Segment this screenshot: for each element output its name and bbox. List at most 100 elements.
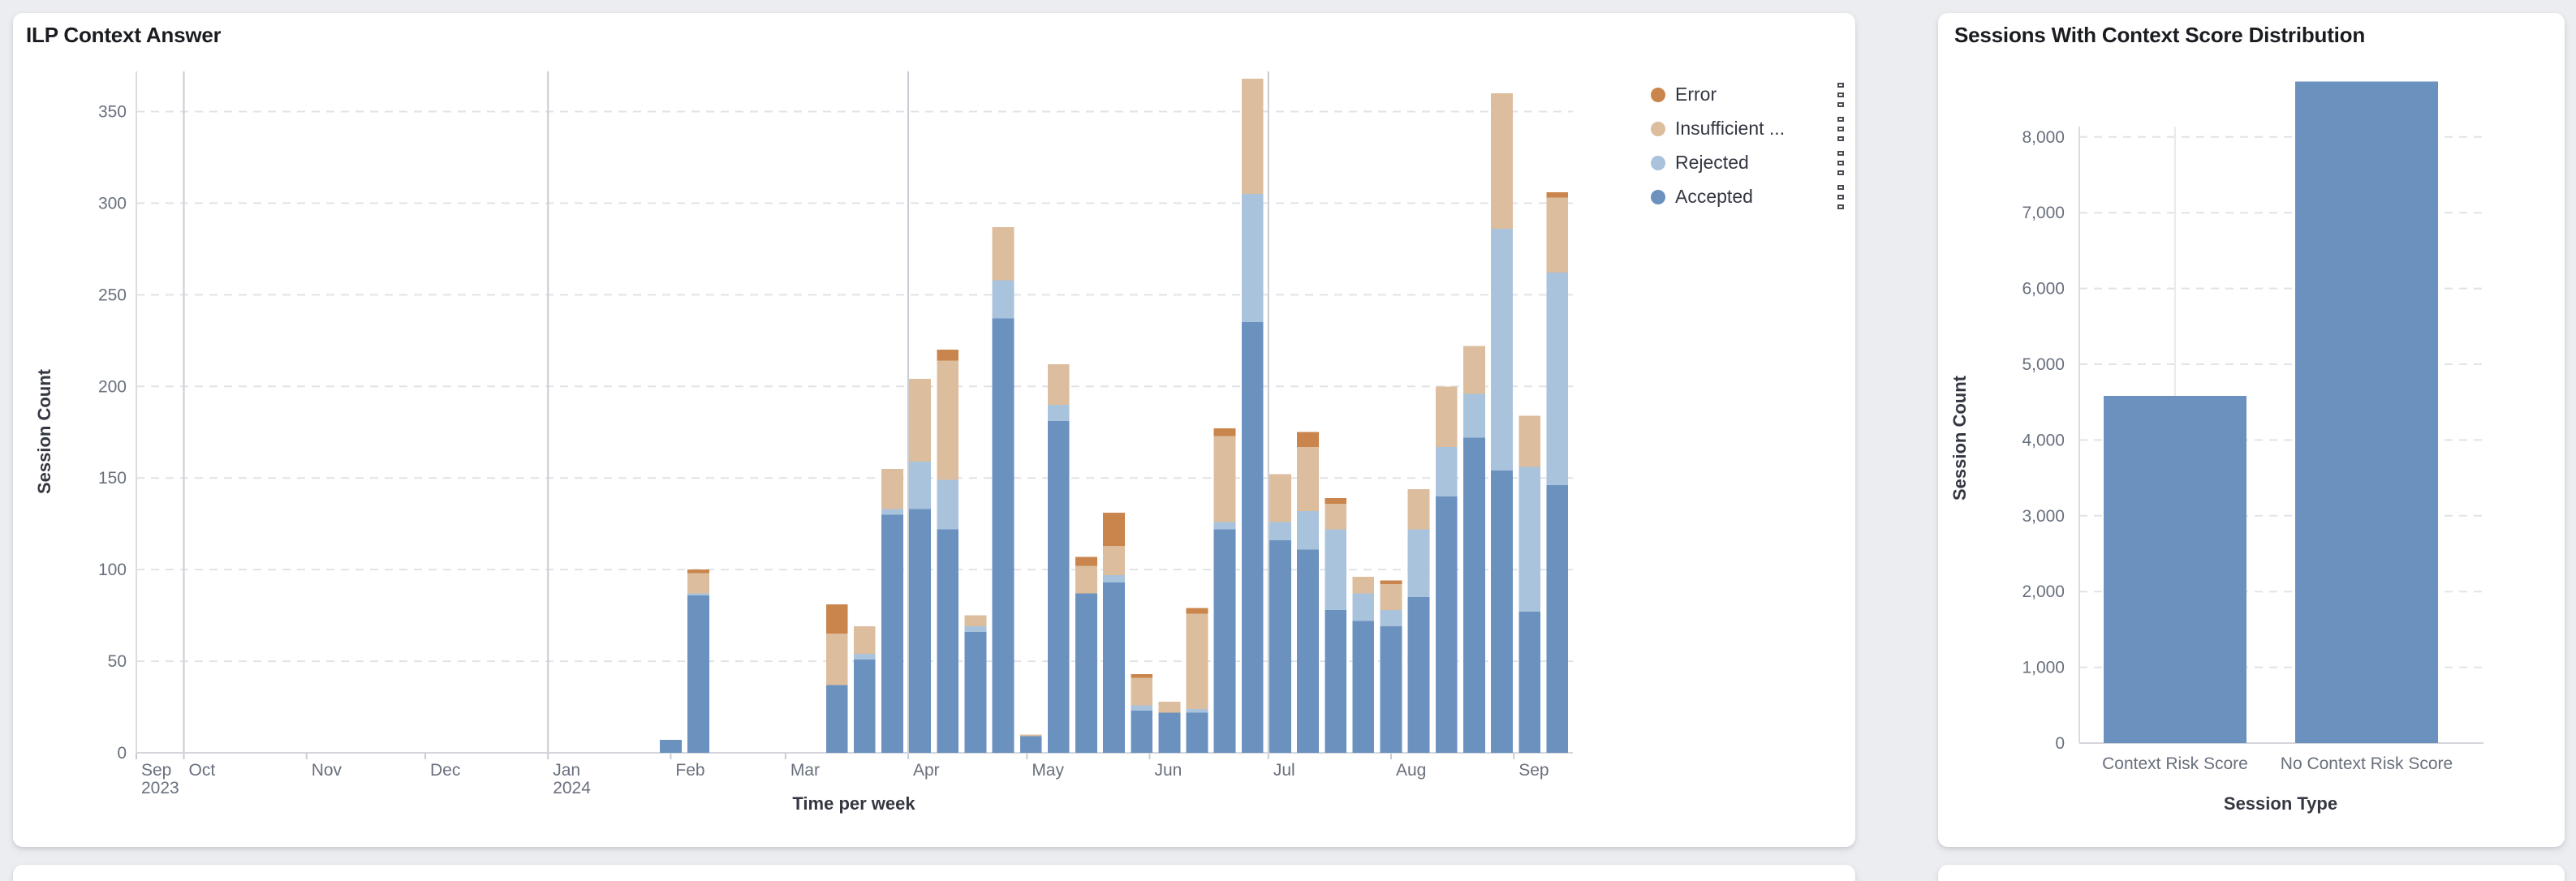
bar-segment-rejected[interactable] — [1325, 529, 1347, 610]
bar-segment-insufficient[interactable] — [1462, 346, 1485, 394]
bar-segment-rejected[interactable] — [881, 509, 903, 515]
bar-segment-accepted[interactable] — [1491, 471, 1513, 753]
bar-segment-rejected[interactable] — [1546, 273, 1569, 486]
bar-segment-insufficient[interactable] — [1518, 415, 1541, 467]
bar-segment-accepted[interactable] — [1435, 496, 1458, 753]
bar-segment-accepted[interactable] — [1462, 437, 1485, 753]
bar-segment-accepted[interactable] — [1407, 597, 1430, 753]
bar-segment-accepted[interactable] — [1325, 609, 1347, 753]
bar-segment-accepted[interactable] — [687, 595, 709, 753]
bar-segment-error[interactable] — [937, 350, 959, 361]
bar-week-2024-06-03[interactable] — [1158, 701, 1181, 753]
bar-segment-error[interactable] — [687, 569, 709, 574]
bar-segment-insufficient[interactable] — [1075, 565, 1097, 594]
bar-segment-insufficient[interactable] — [1019, 734, 1042, 737]
bar-segment-insufficient[interactable] — [1158, 701, 1181, 713]
bar-segment-insufficient[interactable] — [964, 615, 987, 627]
bar-segment-rejected[interactable] — [1213, 522, 1236, 530]
bar-week-2024-07-01[interactable] — [1269, 474, 1291, 753]
legend-actions-icon[interactable] — [1833, 80, 1849, 109]
context-score-distribution-chart[interactable]: 0 1,000 2,000 3,000 4,000 5,000 6,000 7,000 8,00… — [1938, 13, 2565, 847]
bar-week-2024-03-11[interactable] — [825, 604, 848, 753]
bar-segment-insufficient[interactable] — [1491, 92, 1513, 230]
bar-segment-insufficient[interactable] — [1131, 677, 1153, 706]
legend-item-error[interactable]: Error — [1651, 78, 1849, 112]
bar-segment-rejected[interactable] — [1103, 574, 1125, 582]
bar-week-2024-06-24[interactable] — [1241, 78, 1264, 753]
bar-segment-accepted[interactable] — [1047, 421, 1070, 753]
bar-segment-rejected[interactable] — [1241, 194, 1264, 323]
bar-segment-insufficient[interactable] — [1407, 488, 1430, 530]
bar-segment-accepted[interactable] — [881, 514, 903, 753]
bar-week-2024-04-08[interactable] — [937, 350, 959, 753]
bar-week-2024-04-01[interactable] — [909, 379, 932, 753]
bar-segment-error[interactable] — [1075, 557, 1097, 566]
bar-segment-accepted[interactable] — [1352, 621, 1375, 753]
bar-segment-insufficient[interactable] — [1435, 386, 1458, 447]
bar-segment-error[interactable] — [1131, 673, 1153, 678]
legend-actions-icon[interactable] — [1833, 148, 1849, 177]
bar-segment-insufficient[interactable] — [881, 468, 903, 509]
bar-week-2024-07-29[interactable] — [1380, 580, 1402, 753]
bar-week-2024-04-15[interactable] — [964, 615, 987, 753]
bar-segment-rejected[interactable] — [1047, 404, 1070, 422]
bar-no-context-risk-score[interactable] — [2295, 81, 2438, 744]
bar-segment-error[interactable] — [1213, 428, 1236, 436]
bar-week-2024-03-25[interactable] — [881, 468, 903, 753]
bar-segment-insufficient[interactable] — [1546, 197, 1569, 273]
legend-actions-icon[interactable] — [1833, 183, 1849, 211]
bar-segment-accepted[interactable] — [1546, 485, 1569, 753]
bar-segment-error[interactable] — [825, 604, 848, 634]
bar-segment-insufficient[interactable] — [1325, 503, 1347, 530]
bar-week-2024-01-29[interactable] — [659, 740, 682, 753]
bar-segment-rejected[interactable] — [909, 461, 932, 509]
bar-week-2024-05-20[interactable] — [1103, 513, 1125, 753]
bar-segment-rejected[interactable] — [1186, 708, 1208, 713]
bar-segment-insufficient[interactable] — [825, 634, 848, 685]
bar-segment-rejected[interactable] — [964, 626, 987, 632]
bar-week-2024-09-09[interactable] — [1546, 191, 1569, 753]
bar-segment-accepted[interactable] — [1186, 712, 1208, 753]
bar-segment-accepted[interactable] — [909, 509, 932, 753]
bar-segment-rejected[interactable] — [853, 654, 876, 660]
bar-segment-rejected[interactable] — [1435, 446, 1458, 496]
bar-context-risk-score[interactable] — [2104, 396, 2246, 743]
bar-segment-insufficient[interactable] — [687, 573, 709, 594]
bar-segment-insufficient[interactable] — [853, 626, 876, 655]
bar-week-2024-07-22[interactable] — [1352, 577, 1375, 753]
legend-item-rejected[interactable]: Rejected — [1651, 146, 1849, 180]
bar-segment-accepted[interactable] — [1269, 540, 1291, 753]
bar-segment-accepted[interactable] — [1131, 711, 1153, 753]
bar-segment-insufficient[interactable] — [1241, 78, 1264, 195]
bar-week-2024-07-08[interactable] — [1297, 432, 1319, 753]
bar-segment-accepted[interactable] — [1241, 322, 1264, 753]
bar-segment-accepted[interactable] — [1297, 549, 1319, 753]
bar-week-2024-08-12[interactable] — [1435, 386, 1458, 753]
bar-segment-error[interactable] — [1546, 191, 1569, 198]
bar-segment-insufficient[interactable] — [1269, 474, 1291, 522]
bar-week-2024-03-18[interactable] — [853, 626, 876, 753]
bar-segment-accepted[interactable] — [937, 529, 959, 753]
bar-segment-accepted[interactable] — [1518, 612, 1541, 753]
bar-week-2024-07-15[interactable] — [1325, 498, 1347, 753]
bar-segment-rejected[interactable] — [1407, 529, 1430, 598]
bar-segment-accepted[interactable] — [1075, 593, 1097, 753]
bar-segment-accepted[interactable] — [992, 318, 1014, 753]
bar-segment-accepted[interactable] — [1158, 712, 1181, 753]
bar-segment-rejected[interactable] — [1491, 229, 1513, 471]
bar-week-2024-06-17[interactable] — [1213, 428, 1236, 753]
bar-week-2024-08-26[interactable] — [1491, 92, 1513, 753]
bar-week-2024-06-10[interactable] — [1186, 608, 1208, 753]
legend-actions-icon[interactable] — [1833, 114, 1849, 143]
bar-segment-insufficient[interactable] — [1352, 577, 1375, 594]
bar-week-2024-02-05[interactable] — [687, 569, 709, 753]
bar-segment-accepted[interactable] — [853, 659, 876, 753]
bar-segment-insufficient[interactable] — [1380, 584, 1402, 610]
bar-segment-insufficient[interactable] — [937, 360, 959, 480]
bar-week-2024-05-06[interactable] — [1047, 364, 1070, 753]
bar-segment-insufficient[interactable] — [1213, 436, 1236, 522]
bar-segment-insufficient[interactable] — [992, 226, 1014, 281]
bar-segment-insufficient[interactable] — [1186, 613, 1208, 709]
bar-segment-insufficient[interactable] — [1103, 545, 1125, 575]
